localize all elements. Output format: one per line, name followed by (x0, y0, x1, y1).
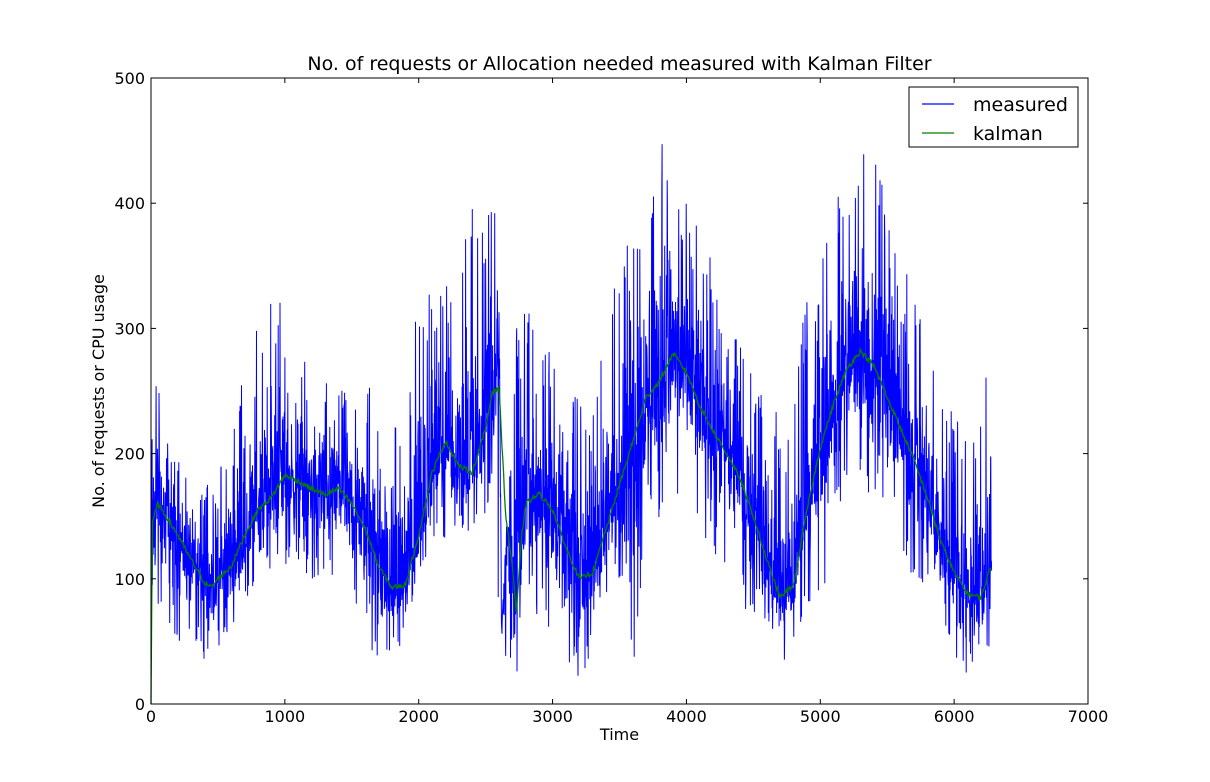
y-axis-label: No. of requests or CPU usage (89, 274, 108, 508)
y-tick-label: 200 (114, 445, 145, 464)
x-tick-label: 3000 (532, 707, 573, 726)
x-tick-label: 5000 (800, 707, 841, 726)
y-tick-label: 400 (114, 194, 145, 213)
chart-title: No. of requests or Allocation needed mea… (307, 53, 931, 75)
x-tick-label: 0 (146, 707, 156, 726)
y-tick-label: 0 (135, 695, 145, 714)
x-tick-label: 1000 (264, 707, 305, 726)
y-tick-label: 500 (114, 69, 145, 88)
legend-label-kalman: kalman (973, 123, 1043, 145)
x-axis-label: Time (599, 725, 639, 744)
kalman-series (150, 347, 992, 705)
x-tick-label: 2000 (398, 707, 439, 726)
ticks: 0 1000 2000 3000 4000 5000 6000 7000 0 100 200 300 4… (114, 69, 1108, 726)
x-tick-label: 6000 (934, 707, 975, 726)
legend-box (908, 86, 1079, 148)
x-tick-label: 7000 (1068, 707, 1109, 726)
axes-frame (150, 77, 1089, 705)
legend: measured kalman (908, 86, 1079, 148)
legend-label-measured: measured (973, 94, 1068, 116)
kalman-line (150, 347, 992, 705)
y-tick-label: 300 (114, 319, 145, 338)
y-tick-label: 100 (114, 570, 145, 589)
x-tick-label: 4000 (666, 707, 707, 726)
plot-area (150, 144, 993, 705)
